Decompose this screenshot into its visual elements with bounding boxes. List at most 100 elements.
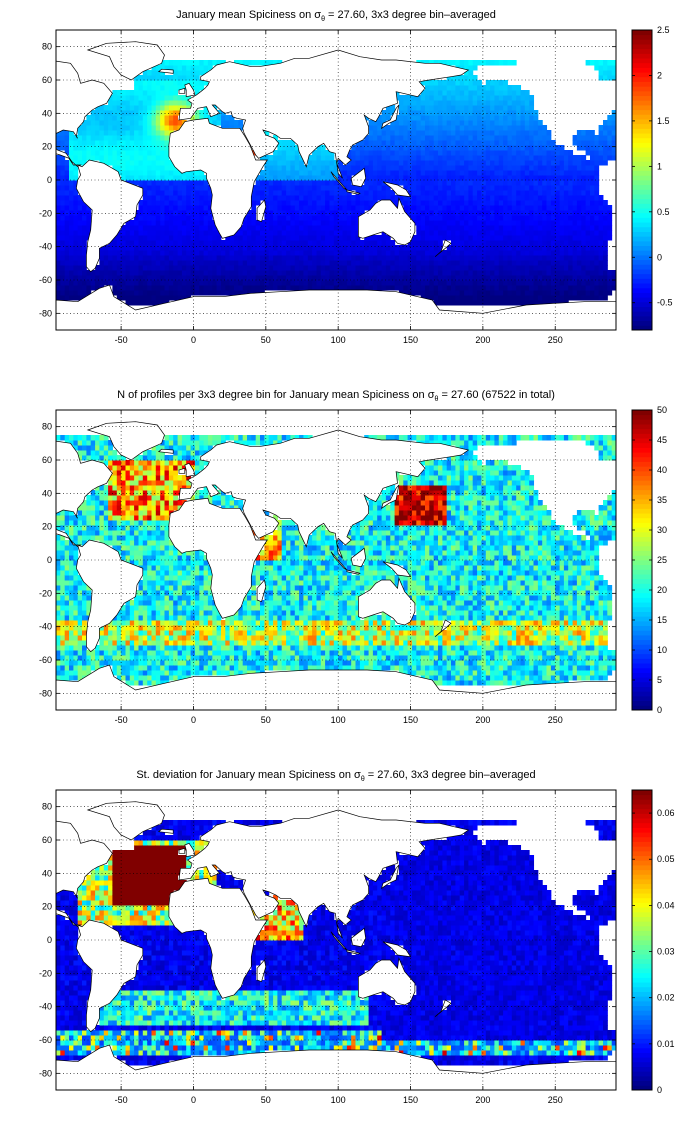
heatmap-cell — [468, 130, 474, 136]
heatmap-cell — [420, 195, 426, 201]
heatmap-cell — [151, 250, 157, 256]
heatmap-cell — [155, 150, 161, 156]
heatmap-cell — [455, 225, 461, 231]
heatmap-cell — [590, 265, 595, 271]
heatmap-cell — [134, 105, 139, 111]
heatmap-cell — [550, 300, 556, 306]
heatmap-cell — [511, 300, 517, 306]
heatmap-cell — [576, 140, 582, 146]
heatmap-cell — [398, 255, 404, 261]
heatmap-cell — [472, 145, 478, 151]
heatmap-cell — [116, 255, 122, 261]
heatmap-cell — [572, 215, 578, 221]
heatmap-cell — [268, 245, 274, 251]
heatmap-cell — [498, 125, 504, 131]
heatmap-cell — [446, 280, 452, 286]
heatmap-cell — [507, 115, 513, 121]
heatmap-cell — [312, 210, 317, 216]
heatmap-cell — [524, 285, 530, 291]
heatmap-cell — [99, 485, 105, 491]
heatmap-cell — [142, 190, 148, 196]
heatmap-cell — [307, 215, 313, 221]
heatmap-cell — [416, 245, 422, 251]
heatmap-cell — [142, 235, 148, 241]
heatmap-cell — [225, 260, 231, 266]
coastline — [350, 167, 367, 188]
heatmap-cell — [134, 275, 139, 281]
heatmap-cell — [190, 205, 196, 211]
heatmap-cell — [594, 205, 600, 211]
heatmap-cell — [147, 260, 153, 266]
heatmap-cell — [407, 140, 413, 146]
heatmap-cell — [147, 155, 153, 161]
heatmap-cell — [507, 205, 513, 211]
heatmap-cell — [546, 255, 552, 261]
coastline — [381, 104, 400, 130]
heatmap-cell — [286, 230, 291, 236]
heatmap-cell — [286, 250, 291, 256]
heatmap-cell — [116, 265, 122, 271]
heatmap-cell — [160, 130, 166, 136]
heatmap-cell — [151, 205, 157, 211]
heatmap-cell — [90, 515, 96, 521]
heatmap-cell — [464, 255, 469, 261]
heatmap-cell — [446, 235, 452, 241]
heatmap-cell — [472, 205, 478, 211]
heatmap-cell — [468, 245, 474, 251]
heatmap-cell — [394, 130, 400, 136]
heatmap-cell — [194, 265, 200, 271]
heatmap-cell — [485, 125, 491, 131]
heatmap-cell — [168, 160, 174, 166]
heatmap-cell — [420, 230, 426, 236]
heatmap-cell — [281, 275, 287, 281]
heatmap-cell — [459, 260, 465, 266]
heatmap-cell — [485, 100, 491, 106]
heatmap-cell — [438, 255, 443, 261]
heatmap-cell — [164, 105, 170, 111]
heatmap-cell — [255, 60, 261, 66]
heatmap-cell — [147, 115, 153, 121]
heatmap-cell — [181, 280, 187, 286]
heatmap-cell — [524, 235, 530, 241]
heatmap-cell — [585, 205, 591, 211]
heatmap-cell — [307, 270, 313, 276]
heatmap-cell — [403, 165, 409, 171]
heatmap-cell — [56, 165, 61, 171]
heatmap-cell — [576, 225, 582, 231]
heatmap-cell — [372, 185, 378, 191]
heatmap-cell — [247, 225, 252, 231]
heatmap-cell — [398, 105, 404, 111]
heatmap-cell — [368, 285, 374, 291]
heatmap-cell — [446, 230, 452, 236]
heatmap-cell — [485, 110, 491, 116]
heatmap-cell — [56, 285, 61, 291]
heatmap-cell — [568, 280, 574, 286]
heatmap-cell — [464, 190, 469, 196]
heatmap-cell — [147, 105, 153, 111]
heatmap-cell — [194, 275, 200, 281]
heatmap-cell — [412, 190, 417, 196]
heatmap-cell — [333, 280, 339, 286]
heatmap-cell — [425, 205, 430, 211]
heatmap-cell — [90, 440, 96, 446]
heatmap-cell — [507, 235, 513, 241]
heatmap-cell — [520, 255, 526, 261]
heatmap-cell — [481, 120, 487, 126]
heatmap-cell — [407, 95, 413, 101]
heatmap-cell — [572, 200, 578, 206]
heatmap-cell — [516, 115, 522, 121]
heatmap-cell — [420, 110, 426, 116]
heatmap-cell — [351, 220, 357, 226]
heatmap-cell — [468, 145, 474, 151]
colorbar-tick-label: 1 — [657, 161, 662, 171]
heatmap-cell — [433, 165, 439, 171]
heatmap-cell — [320, 225, 326, 231]
heatmap-cell — [199, 170, 205, 176]
heatmap-cell — [498, 145, 504, 151]
heatmap-cell — [425, 215, 430, 221]
heatmap-cell — [307, 165, 313, 171]
heatmap-cell — [238, 290, 244, 296]
heatmap-cell — [490, 225, 495, 231]
heatmap-cell — [394, 255, 400, 261]
heatmap-cell — [125, 510, 131, 516]
